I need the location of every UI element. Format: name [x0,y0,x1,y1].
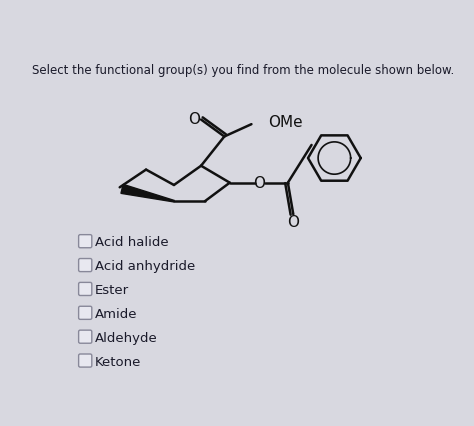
Text: O: O [188,112,200,127]
FancyBboxPatch shape [79,235,92,248]
Text: O: O [287,215,299,230]
Text: O: O [253,176,265,191]
FancyBboxPatch shape [79,330,92,343]
Text: OMe: OMe [268,115,303,130]
Text: Acid halide: Acid halide [95,236,169,249]
Text: Acid anhydride: Acid anhydride [95,260,195,273]
Text: Ketone: Ketone [95,355,141,368]
FancyBboxPatch shape [79,354,92,367]
FancyBboxPatch shape [79,307,92,320]
Text: Ester: Ester [95,284,129,296]
Text: Amide: Amide [95,307,137,320]
Polygon shape [121,185,174,202]
FancyBboxPatch shape [79,259,92,272]
Text: Aldehyde: Aldehyde [95,331,158,344]
FancyBboxPatch shape [79,283,92,296]
Text: Select the functional group(s) you find from the molecule shown below.: Select the functional group(s) you find … [32,63,454,76]
